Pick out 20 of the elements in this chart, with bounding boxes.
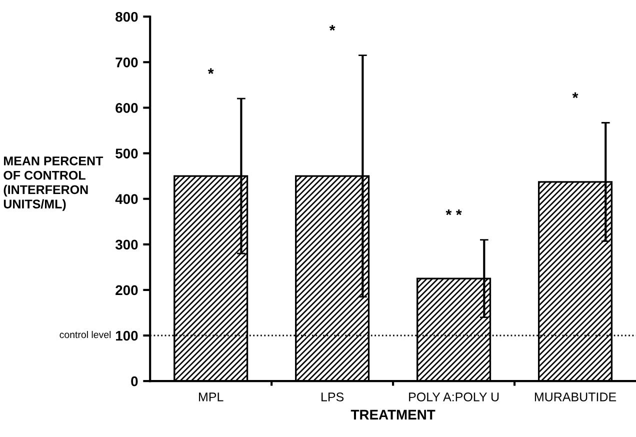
y-tick-label: 800 — [116, 12, 138, 22]
annotation: * — [208, 68, 214, 74]
x-tick-label: POLY A:POLY U — [409, 392, 499, 402]
y-tick-label: 200 — [116, 285, 138, 296]
x-tick-label: LPS — [322, 392, 344, 402]
annotation: * — [572, 92, 578, 98]
y-tick-label: 400 — [115, 194, 138, 204]
x-axis-title: TREATMENT — [350, 410, 436, 420]
annotation: * * — [446, 209, 462, 216]
y-tick-label: 500 — [116, 148, 138, 158]
y-axis-title: MEAN PERCENT OF CONTROL (INTERFERON UNITS/ML) — [4, 156, 104, 211]
y-tick-label: 300 — [115, 240, 138, 250]
y-tick-label: 0 — [131, 376, 138, 386]
annotation: * — [329, 24, 336, 31]
y-tick-label: 700 — [116, 57, 138, 68]
y-tick-label: 600 — [116, 103, 138, 113]
x-tick-label: MPL — [199, 392, 224, 402]
y-tick-label: 100 — [116, 330, 138, 341]
x-tick-label: MURABUTIDE — [534, 392, 616, 402]
ref-line-label: control level — [60, 330, 111, 338]
